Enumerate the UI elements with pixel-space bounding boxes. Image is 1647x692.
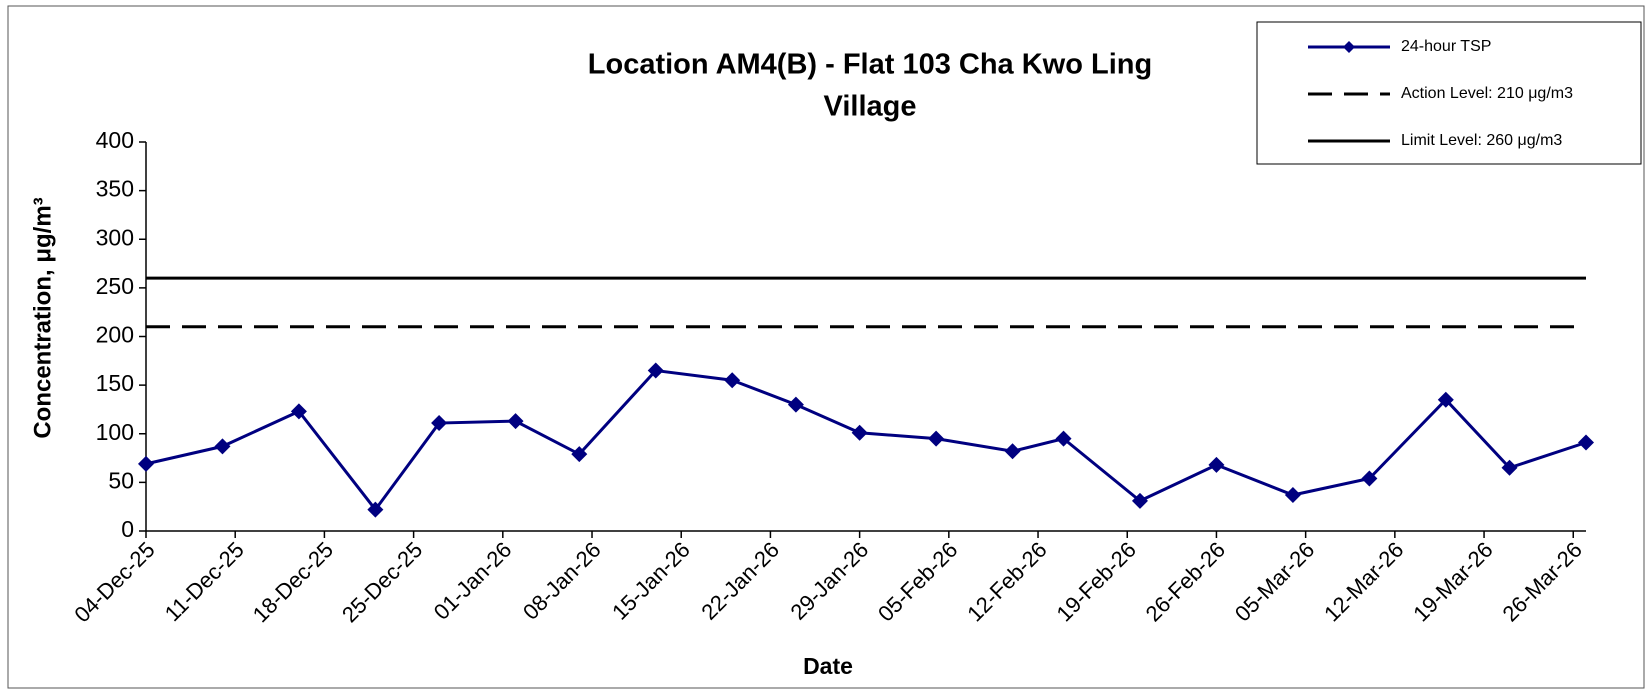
y-tick-label: 400: [96, 127, 134, 153]
chart-title: Village: [824, 91, 917, 123]
y-tick-label: 350: [96, 176, 134, 202]
data-point: [724, 372, 741, 389]
data-point: [431, 415, 448, 432]
chart-title: Location AM4(B) - Flat 103 Cha Kwo Ling: [588, 49, 1152, 81]
data-point: [851, 424, 868, 441]
y-tick-label: 50: [108, 467, 134, 493]
data-point: [1578, 434, 1594, 451]
legend-label: Limit Level: 260 μg/m3: [1401, 132, 1562, 149]
data-point: [1055, 430, 1072, 447]
data-point: [290, 403, 307, 420]
legend-label: Action Level: 210 μg/m3: [1401, 85, 1573, 102]
data-point: [1284, 487, 1301, 504]
data-point: [1361, 470, 1378, 487]
data-point: [571, 446, 588, 463]
data-point: [1437, 391, 1454, 408]
y-tick-label: 300: [96, 224, 134, 250]
data-point: [647, 362, 664, 379]
data-point: [1131, 492, 1148, 509]
data-point: [507, 413, 524, 430]
data-point: [787, 396, 804, 413]
data-point: [928, 430, 945, 447]
data-point: [367, 501, 384, 518]
y-tick-label: 250: [96, 273, 134, 299]
y-tick-label: 100: [96, 419, 134, 445]
data-point: [214, 438, 231, 455]
y-axis-label: Concentration, μg/m³: [29, 197, 56, 438]
legend-label: 24-hour TSP: [1401, 38, 1491, 55]
x-axis-label: Date: [803, 653, 853, 679]
data-point: [1004, 443, 1021, 460]
data-point: [138, 455, 154, 472]
legend-marker: [1343, 41, 1355, 53]
data-point: [1208, 456, 1225, 473]
y-tick-label: 150: [96, 370, 134, 396]
y-tick-label: 200: [96, 322, 134, 348]
data-point: [1501, 459, 1518, 476]
y-tick-label: 0: [121, 516, 134, 542]
